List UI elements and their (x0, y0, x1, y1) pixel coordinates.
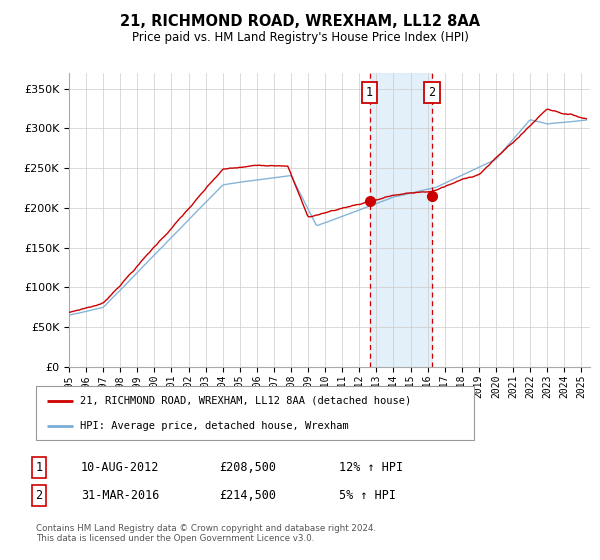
Bar (370, 73, 432, 367)
Text: £208,500: £208,500 (219, 461, 276, 474)
Text: 1: 1 (35, 461, 43, 474)
Text: 21, RICHMOND ROAD, WREXHAM, LL12 8AA (detached house): 21, RICHMOND ROAD, WREXHAM, LL12 8AA (de… (80, 396, 411, 406)
Text: 31-MAR-2016: 31-MAR-2016 (81, 489, 160, 502)
Text: 10-AUG-2012: 10-AUG-2012 (81, 461, 160, 474)
Text: 21, RICHMOND ROAD, WREXHAM, LL12 8AA: 21, RICHMOND ROAD, WREXHAM, LL12 8AA (120, 14, 480, 29)
Text: HPI: Average price, detached house, Wrexham: HPI: Average price, detached house, Wrex… (80, 421, 349, 431)
Text: Price paid vs. HM Land Registry's House Price Index (HPI): Price paid vs. HM Land Registry's House … (131, 31, 469, 44)
Text: 2: 2 (35, 489, 43, 502)
Text: Contains HM Land Registry data © Crown copyright and database right 2024.
This d: Contains HM Land Registry data © Crown c… (36, 524, 376, 543)
Text: 12% ↑ HPI: 12% ↑ HPI (339, 461, 403, 474)
Text: 2: 2 (428, 86, 436, 99)
Text: 5% ↑ HPI: 5% ↑ HPI (339, 489, 396, 502)
Text: 1: 1 (366, 86, 373, 99)
Text: £214,500: £214,500 (219, 489, 276, 502)
